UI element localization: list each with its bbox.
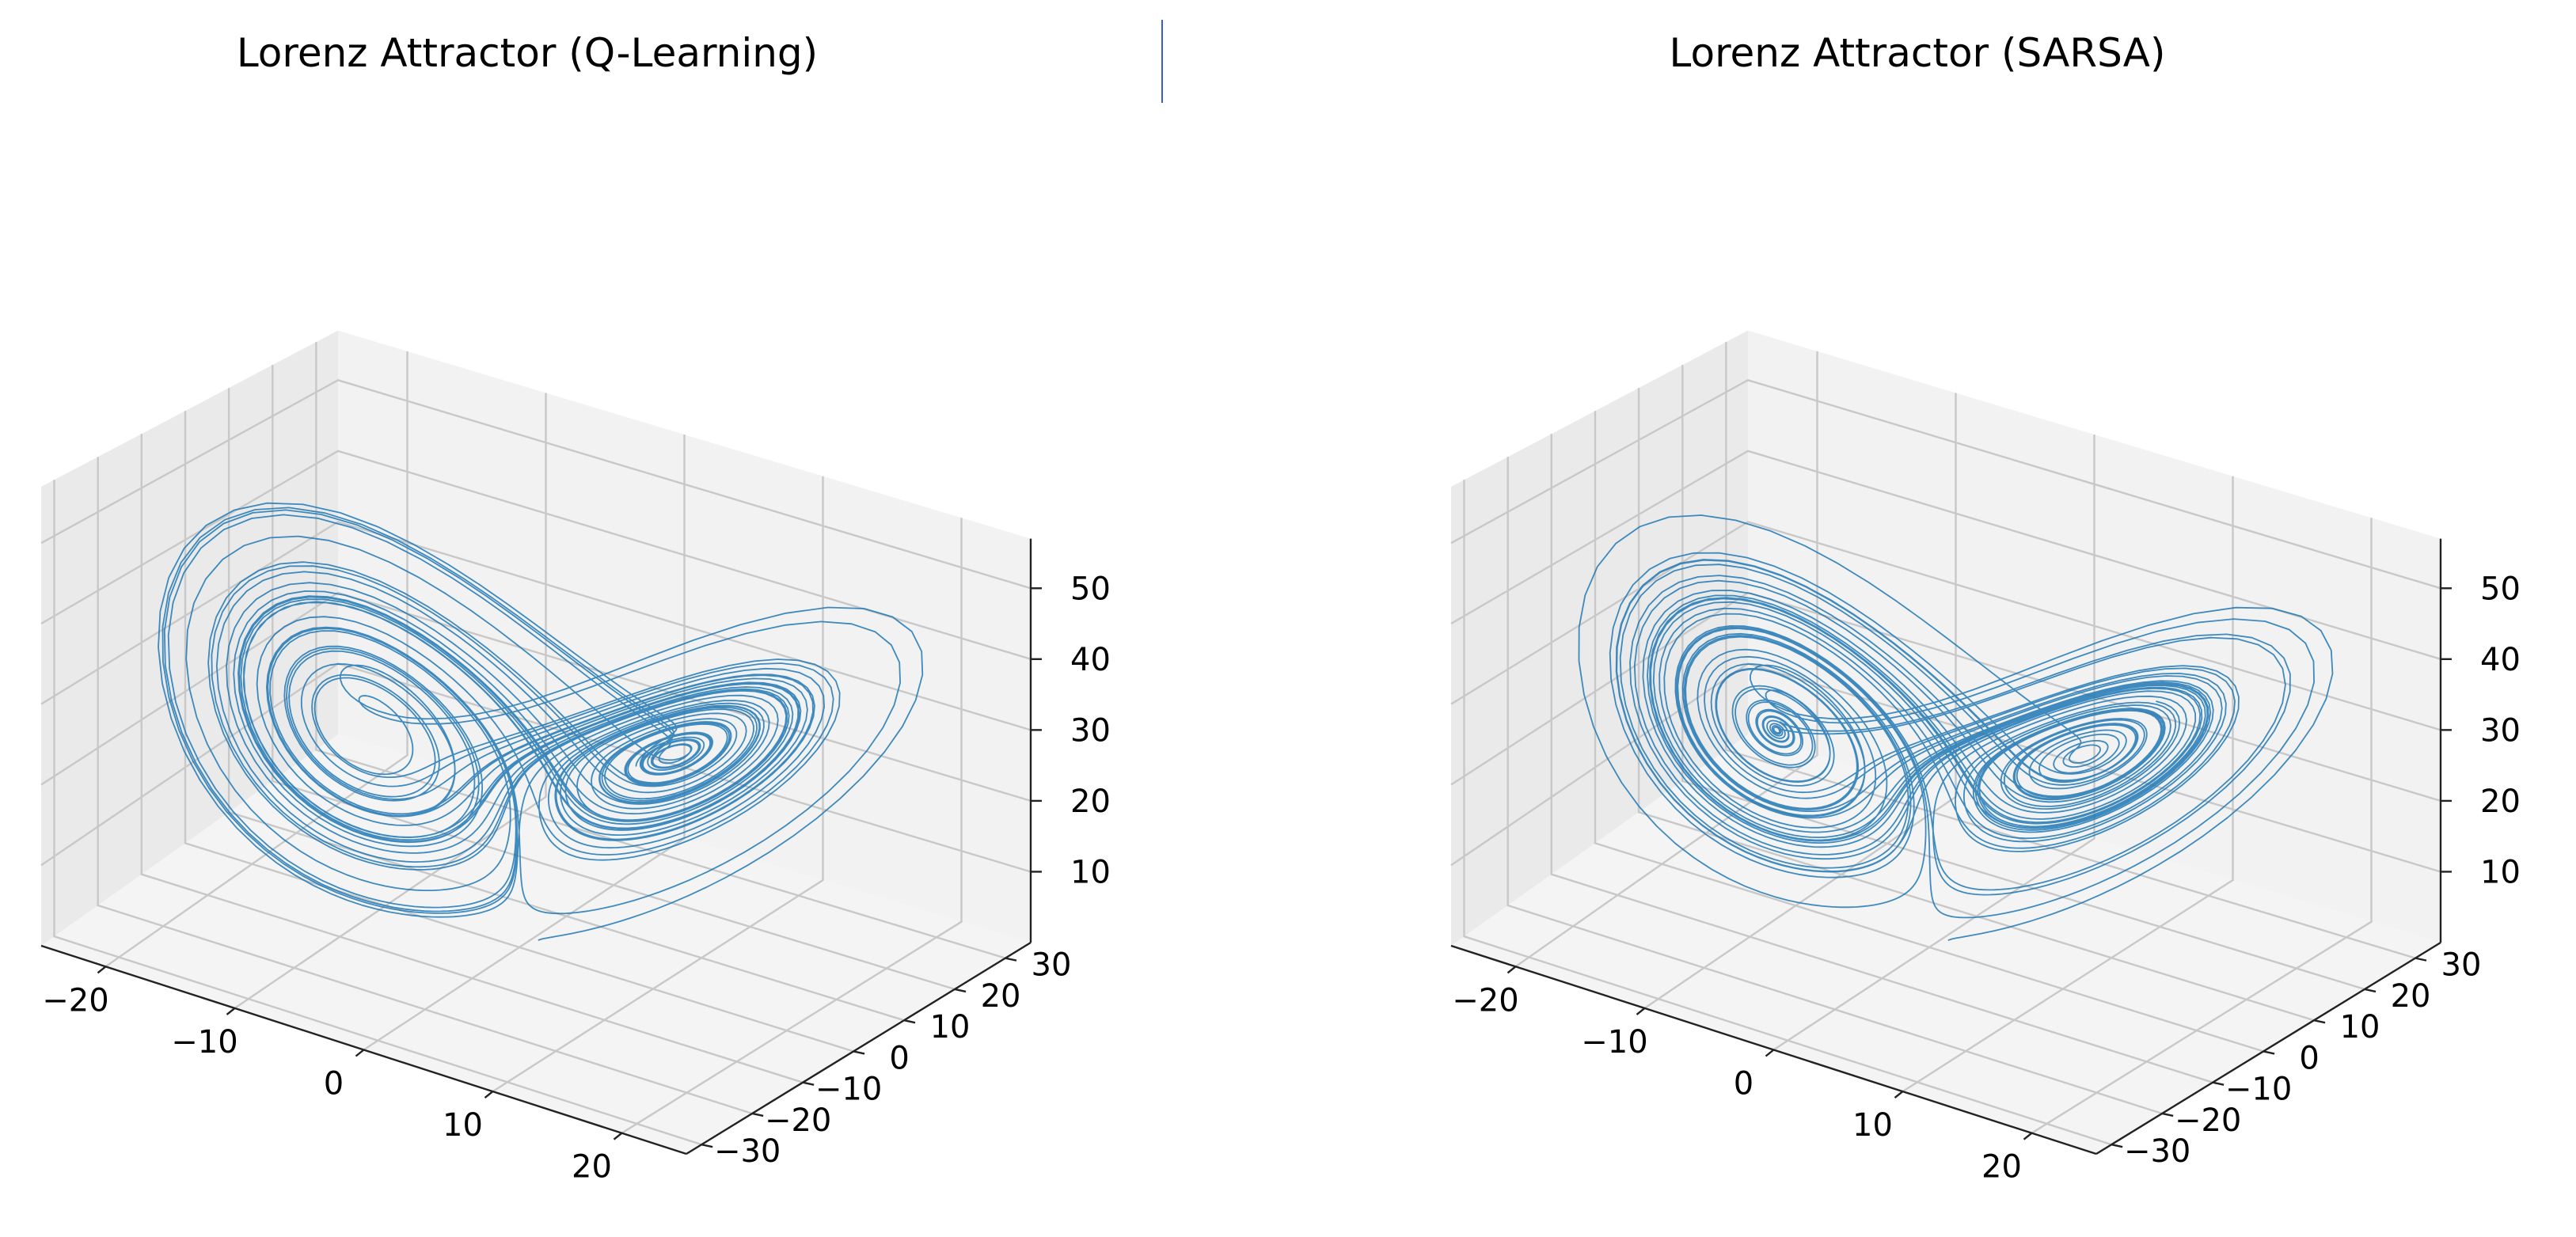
x-tick-label: −10: [1581, 1024, 1647, 1061]
x-tick-mark: [1765, 1049, 1775, 1057]
y-tick-label: −30: [714, 1133, 781, 1170]
grid-y: [1506, 457, 2163, 1115]
x-tick-mark: [226, 1007, 236, 1015]
y-tick-label: −10: [815, 1072, 882, 1108]
x-tick-label: 10: [443, 1107, 483, 1144]
grid-y: [140, 434, 804, 1083]
y-tick-mark: [2161, 1112, 2174, 1117]
chart-title-q-learning: Lorenz Attractor (Q-Learning): [237, 30, 818, 76]
y-tick-mark: [802, 1081, 815, 1086]
z-tick-label: 20: [1070, 784, 1111, 820]
grid-x: [1514, 351, 1818, 968]
grid-z: [1450, 450, 2441, 660]
z-tick-label: 30: [2480, 712, 2521, 749]
x-tick-label: 0: [1734, 1066, 1753, 1102]
z-tick-label: 10: [1070, 854, 1111, 890]
x-tick-label: −20: [1452, 982, 1518, 1019]
x-tick-mark: [1894, 1091, 1904, 1099]
z-tick-label: 50: [2480, 571, 2521, 607]
y-tick-mark: [2212, 1081, 2225, 1086]
grid-x: [1772, 434, 2095, 1051]
trajectory-line: [158, 502, 924, 941]
grid-y: [1637, 388, 2315, 1022]
z-tick-label: 20: [2480, 784, 2521, 820]
z-tick-label: 30: [1070, 712, 1111, 749]
grid-x: [621, 518, 963, 1134]
y-tick-label: 10: [930, 1009, 971, 1045]
y-tick-mark: [2364, 988, 2377, 993]
pane-left: [41, 330, 338, 947]
x-tick-label: 20: [1981, 1149, 2022, 1186]
x-tick-mark: [613, 1132, 623, 1140]
grid-z: [40, 379, 1032, 590]
y-tick-mark: [853, 1050, 865, 1055]
y-tick-mark: [2313, 1019, 2326, 1024]
y-axis-line: [2095, 941, 2441, 1155]
y-tick-label: 0: [2299, 1040, 2319, 1076]
y-tick-mark: [701, 1144, 713, 1148]
z-tick-label: 50: [1070, 571, 1111, 607]
y-tick-mark: [2263, 1050, 2275, 1055]
grid-x: [492, 476, 824, 1093]
grid-x: [2031, 518, 2373, 1134]
y-tick-mark: [903, 1019, 916, 1024]
y-tick-label: 20: [981, 978, 1021, 1015]
pane-left: [1451, 330, 1748, 947]
y-tick-label: 30: [2441, 947, 2482, 984]
grid-y: [53, 480, 702, 1146]
grid-z: [40, 450, 1032, 660]
x-tick-mark: [97, 966, 107, 974]
grid-y: [1725, 342, 2416, 959]
y-tick-label: −10: [2225, 1072, 2292, 1108]
x-tick-mark: [484, 1091, 494, 1099]
y-tick-label: 20: [2391, 978, 2431, 1015]
grid-z: [1450, 379, 2441, 590]
grid-z: [40, 591, 1032, 803]
x-tick-label: 0: [324, 1066, 344, 1102]
grid-x: [1902, 476, 2234, 1093]
x-tick-label: 20: [572, 1149, 612, 1186]
y-tick-label: 10: [2340, 1009, 2380, 1045]
x-tick-mark: [2023, 1132, 2033, 1140]
grid-y: [315, 342, 1006, 959]
z-tick-label: 40: [2480, 642, 2521, 678]
y-axis-line: [686, 941, 1032, 1155]
grid-y: [1594, 411, 2264, 1053]
y-tick-label: 0: [889, 1040, 909, 1076]
grid-y: [97, 457, 753, 1115]
chart-title-sarsa: Lorenz Attractor (SARSA): [1670, 30, 2166, 76]
y-tick-label: −20: [2175, 1102, 2241, 1139]
x-tick-label: 10: [1852, 1107, 1893, 1144]
x-tick-label: −20: [42, 982, 108, 1019]
z-tick-label: 40: [1070, 642, 1111, 678]
grid-y: [1463, 480, 2112, 1146]
y-tick-mark: [954, 988, 967, 993]
trajectory-line: [1578, 514, 2334, 941]
y-tick-label: −20: [765, 1102, 831, 1139]
grid-y: [1681, 365, 2365, 991]
x-tick-mark: [355, 1049, 365, 1057]
grid-y: [1550, 434, 2213, 1083]
x-tick-mark: [1506, 966, 1517, 974]
x-tick-mark: [1636, 1007, 1646, 1015]
grid-z: [1450, 521, 2441, 731]
grid-x: [234, 393, 547, 1009]
grid-y: [184, 411, 854, 1053]
y-tick-label: −30: [2124, 1133, 2190, 1170]
y-tick-mark: [751, 1112, 764, 1117]
y-tick-mark: [2415, 957, 2427, 962]
z-tick-label: 10: [2480, 854, 2521, 890]
x-tick-label: −10: [171, 1024, 237, 1061]
y-tick-mark: [1005, 957, 1017, 962]
y-tick-label: 30: [1032, 947, 1072, 984]
grid-x: [104, 351, 408, 968]
y-tick-mark: [2111, 1144, 2123, 1148]
